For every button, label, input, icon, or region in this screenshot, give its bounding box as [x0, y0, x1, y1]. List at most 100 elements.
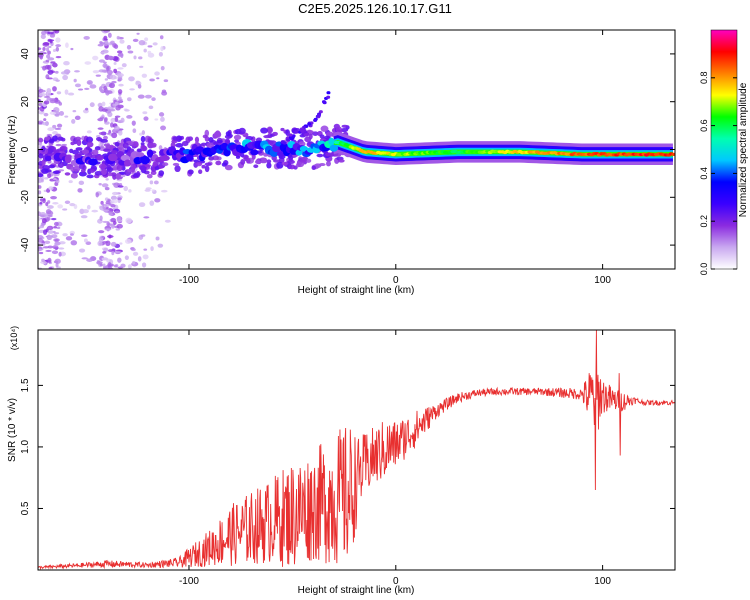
noise-speckle — [55, 55, 62, 59]
noise-speckle — [56, 91, 62, 95]
noise-speckle — [104, 187, 110, 191]
band-halo — [260, 127, 268, 134]
band-halo — [238, 127, 246, 135]
band-halo — [38, 173, 44, 178]
band-halo — [198, 169, 203, 175]
noise-speckle — [110, 204, 116, 208]
band-halo — [225, 131, 231, 137]
noise-speckle — [137, 256, 142, 262]
rising-trace-point — [326, 95, 331, 99]
noise-speckle — [104, 78, 109, 81]
band-halo — [48, 164, 56, 169]
snr-y-tick-label: 1.5 — [20, 378, 31, 392]
noise-speckle — [74, 115, 81, 121]
noise-speckle — [58, 247, 65, 250]
band-halo — [152, 162, 158, 167]
noise-speckle — [124, 255, 129, 261]
snr-x-tick-label: 0 — [393, 576, 399, 587]
noise-speckle — [132, 128, 137, 134]
noise-speckle — [57, 123, 63, 128]
noise-speckle — [128, 189, 132, 193]
rising-trace-point — [282, 141, 287, 145]
snr-marks — [38, 330, 675, 570]
noise-speckle — [46, 133, 53, 137]
snr-y-tick-label: 1.0 — [20, 440, 31, 454]
band-halo — [103, 148, 111, 152]
noise-speckle — [110, 119, 116, 123]
noise-speckle — [151, 97, 156, 101]
band-point — [671, 152, 675, 156]
band-halo — [53, 149, 60, 153]
band-halo — [266, 159, 272, 164]
noise-speckle — [102, 251, 107, 254]
snr-y-ticks: 0.5 1.0 1.5 — [20, 378, 675, 515]
band-halo — [172, 136, 181, 141]
noise-speckle — [143, 48, 147, 53]
noise-speckle — [70, 47, 74, 51]
band-halo — [200, 142, 207, 147]
noise-speckle — [103, 85, 108, 91]
noise-speckle — [38, 238, 44, 243]
figure-title: C2E5.2025.126.10.17.G11 — [298, 1, 452, 16]
band-halo — [212, 155, 220, 161]
noise-speckle — [38, 190, 42, 195]
noise-speckle — [43, 100, 50, 105]
colorbar-tick-label: 0.2 — [699, 215, 709, 228]
noise-speckle — [54, 113, 60, 117]
noise-speckle — [67, 92, 75, 96]
noise-speckle — [52, 124, 57, 129]
band-halo — [240, 159, 246, 165]
spectrogram-y-tick-label: 20 — [20, 96, 31, 108]
snr-y-tick-label: 0.5 — [20, 501, 31, 515]
noise-speckle — [104, 40, 109, 45]
band-halo — [106, 166, 113, 173]
band-halo — [141, 145, 147, 152]
noise-speckle — [103, 35, 108, 41]
band-halo — [98, 163, 107, 170]
noise-speckle — [64, 200, 71, 204]
band-halo — [206, 142, 214, 149]
band-halo — [80, 168, 86, 173]
rising-trace-point — [318, 110, 323, 114]
band-halo — [224, 164, 233, 171]
noise-speckle — [151, 189, 155, 192]
noise-speckle — [133, 55, 137, 60]
noise-speckle — [124, 109, 130, 112]
noise-speckle — [47, 230, 54, 234]
band-halo — [90, 154, 98, 159]
noise-speckle — [125, 217, 132, 224]
noise-speckle — [144, 94, 152, 99]
spectrogram-y-tick-label: -40 — [20, 237, 31, 252]
noise-speckle — [117, 197, 122, 201]
noise-speckle — [38, 98, 41, 102]
noise-speckle — [38, 185, 42, 189]
snr-frame — [37, 329, 676, 571]
noise-speckle — [50, 217, 57, 221]
band-halo — [109, 144, 115, 151]
noise-speckle — [102, 209, 110, 212]
noise-speckle — [116, 35, 120, 40]
noise-speckle — [126, 44, 132, 50]
rising-trace-point — [291, 134, 296, 138]
noise-speckle — [103, 30, 111, 33]
noise-speckle — [38, 251, 44, 255]
noise-speckle — [147, 50, 152, 55]
spectrogram-y-tick-label: 40 — [20, 48, 31, 60]
noise-speckle — [54, 30, 60, 34]
band-halo — [215, 160, 222, 166]
band-halo — [208, 136, 214, 143]
band-halo — [91, 149, 99, 156]
noise-speckle — [111, 199, 119, 204]
spectrogram-y-tick-label: 0 — [20, 146, 31, 152]
noise-speckle — [132, 251, 139, 256]
noise-speckle — [39, 122, 43, 125]
noise-speckle — [95, 192, 99, 198]
noise-speckle — [65, 42, 69, 48]
noise-speckle — [38, 47, 42, 51]
noise-speckle — [47, 172, 52, 179]
noise-speckle — [52, 131, 58, 135]
band-halo — [114, 141, 120, 147]
band-halo — [96, 155, 104, 161]
noise-speckle — [98, 132, 105, 135]
noise-speckle — [131, 120, 136, 126]
